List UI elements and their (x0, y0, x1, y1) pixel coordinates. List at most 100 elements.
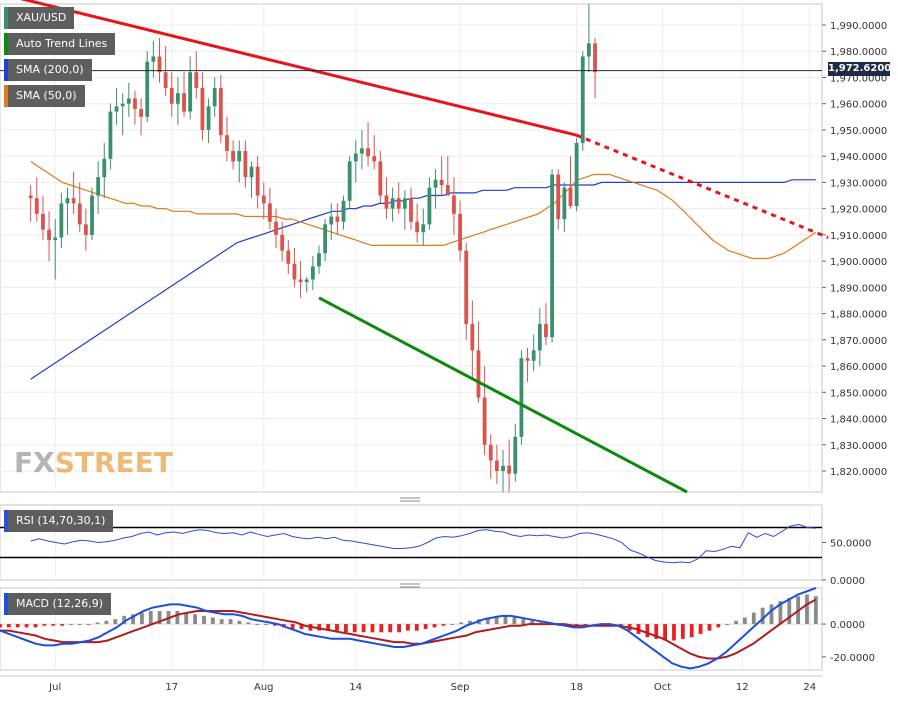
macd-histogram-bar (15, 624, 20, 628)
candle-body (280, 234, 285, 251)
macd-histogram-bar (787, 597, 792, 625)
macd-histogram-bar (680, 624, 685, 639)
candle-body (261, 195, 266, 204)
y-tick-label: 1,980.0000 (830, 47, 887, 58)
candle-body (96, 177, 101, 196)
legend-sma50[interactable]: SMA (50,0) (4, 85, 85, 107)
macd-histogram-bar (716, 624, 721, 628)
candle-body (445, 185, 450, 196)
candle-body (200, 87, 205, 130)
macd-histogram-bar (406, 624, 410, 631)
y-tick-label: 1,850.0000 (830, 388, 887, 399)
macd-histogram-bar (6, 624, 11, 628)
candle-body (433, 179, 438, 188)
sma200-line (30, 179, 816, 380)
candle-body (102, 158, 107, 178)
candle-body (390, 198, 395, 209)
macd-histogram-bar (175, 610, 180, 625)
candle-body (182, 93, 186, 112)
x-tick-label: 18 (570, 682, 583, 693)
macd-histogram-bar (432, 624, 437, 628)
trend-lines-swatch (4, 33, 8, 55)
candle-body (329, 216, 334, 225)
macd-histogram-bar (139, 612, 144, 625)
macd-histogram-bar (654, 624, 659, 639)
candle-body (353, 153, 358, 162)
candle-body (249, 166, 254, 178)
candle-body (298, 279, 303, 283)
y-tick-label: 1,880.0000 (830, 310, 887, 321)
candle-body (360, 148, 364, 154)
macd-histogram-bar (414, 624, 419, 631)
legend-macd[interactable]: MACD (12,26,9) (4, 593, 112, 615)
macd-histogram-bar (672, 624, 676, 641)
candle-body (304, 279, 309, 283)
macd-histogram-bar (210, 617, 215, 625)
candle-body (482, 397, 487, 445)
macd-tick-label: -20.0000 (830, 653, 875, 664)
candle-body (586, 43, 591, 57)
symbol-tag[interactable]: XAU/USD (4, 7, 75, 29)
legend-trend-lines[interactable]: Auto Trend Lines (4, 33, 116, 55)
x-tick-label: 12 (736, 682, 749, 693)
macd-histogram-bar (184, 612, 189, 625)
candle-body (525, 358, 530, 361)
candle-body (372, 156, 377, 162)
sma200-label: SMA (200,0) (16, 63, 84, 76)
x-tick-label: Oct (654, 682, 671, 693)
candle-body (126, 98, 131, 104)
candle-body (396, 198, 401, 209)
macd-histogram-bar (512, 617, 517, 625)
macd-histogram-bar (202, 615, 206, 625)
candle-body (157, 56, 162, 73)
macd-label: MACD (12,26,9) (16, 597, 104, 610)
candle-body (580, 56, 585, 144)
y-tick-label: 1,940.0000 (830, 152, 887, 163)
y-tick-label: 1,870.0000 (830, 336, 887, 347)
candle-body (292, 263, 297, 280)
macd-histogram-bar (397, 624, 401, 633)
y-tick-label: 1,900.0000 (830, 257, 887, 268)
candle-body (519, 358, 524, 437)
x-tick-label: Sep (451, 682, 470, 693)
candle-body (41, 213, 45, 230)
rsi-line (30, 523, 816, 564)
macd-histogram-bar (157, 610, 162, 625)
candle-body (163, 72, 168, 88)
y-tick-label: 1,990.0000 (830, 21, 887, 32)
macd-histogram-bar (0, 624, 2, 628)
candle-body (323, 224, 328, 254)
macd-histogram-bar (343, 624, 348, 633)
resistance-trend-line (20, 0, 577, 137)
candle-body (458, 213, 462, 251)
rsi-tick-label: 50.0000 (830, 539, 871, 550)
candle-body (274, 221, 278, 235)
macd-histogram-bar (707, 624, 712, 631)
rsi-swatch (4, 510, 8, 532)
candle-body (347, 161, 352, 201)
candle-body (133, 98, 137, 109)
macd-tick-label: 0.0000 (830, 620, 865, 631)
resistance-trend-line-projection (576, 133, 829, 239)
macd-histogram-bar (743, 617, 747, 625)
y-tick-label: 1,910.0000 (830, 231, 887, 242)
macd-histogram-bar (33, 624, 38, 628)
candle-body (341, 200, 346, 222)
macd-histogram-bar (326, 624, 331, 631)
macd-histogram-bar (290, 624, 295, 629)
macd-histogram-bar (494, 615, 499, 625)
macd-histogram-bar (69, 624, 73, 626)
fxstreet-logo: FXSTREET (14, 446, 173, 479)
symbol-swatch (4, 7, 8, 29)
macd-histogram-bar (805, 594, 809, 625)
macd-histogram-bar (42, 624, 47, 626)
legend-sma200[interactable]: SMA (200,0) (4, 59, 92, 81)
candle-body (286, 250, 291, 264)
legend-rsi[interactable]: RSI (14,70,30,1) (4, 510, 114, 532)
candle-body (90, 195, 94, 235)
candle-body (34, 198, 39, 214)
candle-body (77, 203, 82, 225)
candle-body (531, 350, 536, 361)
